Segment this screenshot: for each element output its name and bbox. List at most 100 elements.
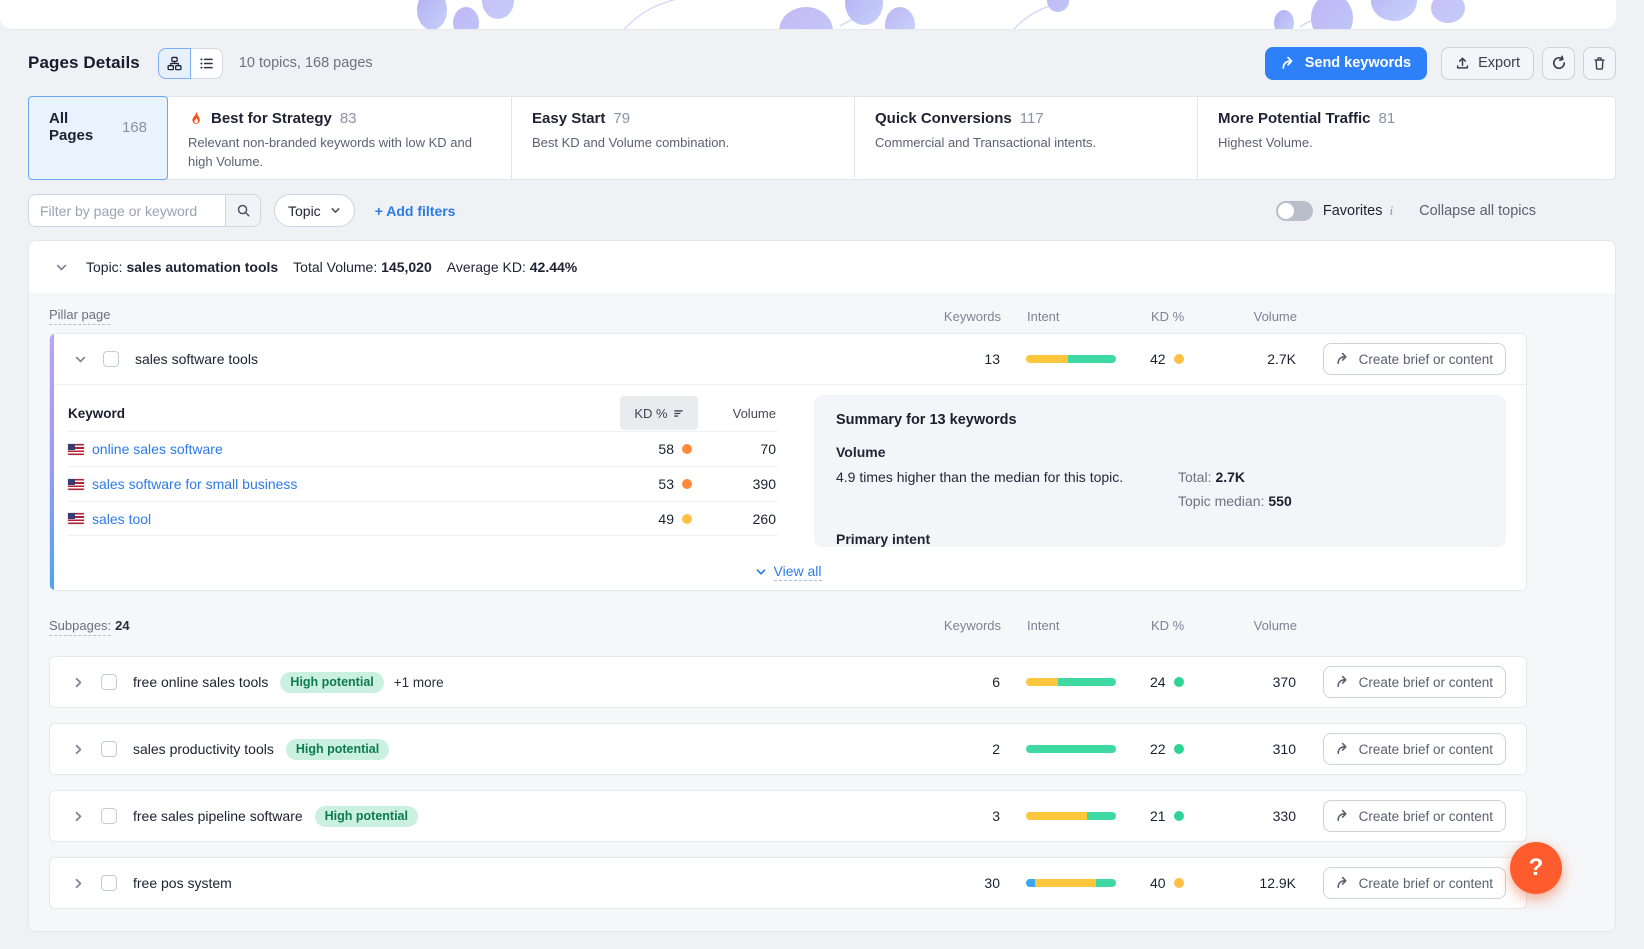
subpage-row: free sales pipeline software High potent… xyxy=(50,791,1526,841)
create-brief-label: Create brief or content xyxy=(1358,808,1493,824)
kd-dot xyxy=(1173,677,1184,687)
collapse-row-chevron-icon[interactable] xyxy=(74,353,87,366)
topic-map-preview xyxy=(0,0,1616,30)
tab-best-for-strategy[interactable]: Best for Strategy 83 Relevant non-brande… xyxy=(167,96,512,180)
kd-dot xyxy=(1173,878,1184,888)
tab-description: Best KD and Volume combination. xyxy=(532,135,730,150)
delete-button[interactable] xyxy=(1583,46,1616,80)
create-brief-button[interactable]: Create brief or content xyxy=(1322,800,1506,832)
intent-column-header: Intent xyxy=(1027,617,1060,633)
kd-sort-header[interactable]: KD % xyxy=(620,396,698,430)
kd-dot xyxy=(1173,744,1184,754)
create-brief-label: Create brief or content xyxy=(1358,674,1493,690)
row-checkbox[interactable] xyxy=(101,741,117,757)
keywords-count: 13 xyxy=(984,351,1000,367)
keyword-header: Keyword xyxy=(68,405,126,421)
list-view-button[interactable] xyxy=(189,47,223,79)
tab-quick-conversions[interactable]: Quick Conversions 117 Commercial and Tra… xyxy=(854,96,1198,180)
pillar-section-header: Pillar page Keywords Intent KD % Volume xyxy=(49,299,1595,333)
filter-bar: Topic + Add filters Favorites i Collapse… xyxy=(28,194,1616,227)
create-brief-label: Create brief or content xyxy=(1358,875,1493,891)
favorites-toggle[interactable] xyxy=(1275,200,1313,221)
send-keywords-label: Send keywords xyxy=(1304,55,1412,71)
subpage-card: sales productivity tools High potential … xyxy=(49,723,1527,775)
expand-row-chevron-icon[interactable] xyxy=(72,810,85,823)
keywords-count: 6 xyxy=(992,674,1000,690)
add-filters-link[interactable]: + Add filters xyxy=(374,202,456,219)
subpage-title[interactable]: free online sales tools xyxy=(133,674,269,690)
refresh-button[interactable] xyxy=(1542,46,1575,80)
topic-filter-label: Topic xyxy=(288,202,321,219)
keyword-link[interactable]: sales software for small business xyxy=(92,476,298,492)
tab-easy-start[interactable]: Easy Start 79 Best KD and Volume combina… xyxy=(511,96,855,180)
tab-count: 168 xyxy=(121,118,147,136)
topic-label: Topic: sales automation tools xyxy=(86,259,279,275)
tab-label: Best for Strategy xyxy=(211,110,332,127)
subpage-title[interactable]: free sales pipeline software xyxy=(133,808,303,824)
volume-header: Volume xyxy=(732,405,776,421)
export-button[interactable]: Export xyxy=(1441,46,1534,80)
expand-row-chevron-icon[interactable] xyxy=(72,877,85,890)
pillar-page-label[interactable]: Pillar page xyxy=(49,307,111,325)
row-checkbox[interactable] xyxy=(103,351,119,367)
kd-dot xyxy=(682,479,692,489)
chevron-down-icon[interactable] xyxy=(55,261,68,274)
row-checkbox[interactable] xyxy=(101,674,117,690)
kd-dot xyxy=(1173,354,1184,364)
tab-label: Easy Start xyxy=(532,110,606,127)
pillar-row: sales software tools 13 42 2.7K Create b… xyxy=(50,334,1526,384)
subpage-row: sales productivity tools High potential … xyxy=(50,724,1526,774)
tab-count: 79 xyxy=(613,110,631,127)
create-brief-button[interactable]: Create brief or content xyxy=(1322,867,1506,899)
intent-bar xyxy=(1026,879,1116,887)
subpage-title[interactable]: free pos system xyxy=(133,875,232,891)
send-keywords-button[interactable]: Send keywords xyxy=(1264,46,1428,80)
row-checkbox[interactable] xyxy=(101,808,117,824)
create-brief-button[interactable]: Create brief or content xyxy=(1322,733,1506,765)
view-all-link[interactable]: View all xyxy=(773,563,822,581)
row-checkbox[interactable] xyxy=(101,875,117,891)
keyword-table: Keyword KD % Volume online sales softwar… xyxy=(68,395,778,554)
tree-view-button[interactable] xyxy=(157,47,191,79)
pillar-page-title[interactable]: sales software tools xyxy=(135,351,258,367)
expand-row-chevron-icon[interactable] xyxy=(72,743,85,756)
primary-intent-label: Primary intent xyxy=(836,531,931,547)
topic-filter-dropdown[interactable]: Topic xyxy=(274,194,355,227)
create-arrow-icon xyxy=(1337,876,1347,888)
summary-total: Total: 2.7K xyxy=(1178,469,1246,485)
search-input[interactable] xyxy=(29,195,225,226)
volume-value: 2.7K xyxy=(1267,351,1296,367)
search-icon xyxy=(237,204,249,217)
topic-header-row[interactable]: Topic: sales automation tools Total Volu… xyxy=(29,241,1615,293)
kd-value: 40 xyxy=(1150,875,1166,891)
header-actions: Send keywords Export xyxy=(1264,46,1616,80)
create-brief-button[interactable]: Create brief or content xyxy=(1322,666,1506,698)
more-badges-link[interactable]: +1 more xyxy=(393,674,444,690)
us-flag-icon xyxy=(68,513,84,524)
intent-bar xyxy=(1026,678,1116,686)
tab-label: All Pages xyxy=(49,110,94,144)
subpage-row: free online sales tools High potential +… xyxy=(50,657,1526,707)
tab-more-potential-traffic[interactable]: More Potential Traffic 81 Highest Volume… xyxy=(1197,96,1616,180)
chevron-down-icon xyxy=(331,208,340,213)
volume-value: 370 xyxy=(1272,674,1296,690)
trash-icon xyxy=(1594,56,1605,70)
keywords-count: 2 xyxy=(992,741,1000,757)
keyword-link[interactable]: online sales software xyxy=(92,441,223,457)
help-button[interactable]: ? xyxy=(1510,842,1562,894)
tab-label: Quick Conversions xyxy=(875,110,1012,127)
volume-value: 12.9K xyxy=(1259,875,1296,891)
intent-bar xyxy=(1026,812,1116,820)
pillar-accent-bar xyxy=(50,334,54,590)
tab-all-pages[interactable]: All Pages 168 xyxy=(28,96,168,180)
expand-row-chevron-icon[interactable] xyxy=(72,676,85,689)
search-button[interactable] xyxy=(225,195,260,226)
average-kd: Average KD: 42.44% xyxy=(446,259,578,275)
subpage-title[interactable]: sales productivity tools xyxy=(133,741,274,757)
tab-description: Relevant non-branded keywords with low K… xyxy=(188,135,472,169)
collapse-all-topics-link[interactable]: Collapse all topics xyxy=(1419,202,1536,219)
keyword-link[interactable]: sales tool xyxy=(92,510,152,527)
info-icon[interactable]: i xyxy=(1389,202,1394,218)
create-brief-button[interactable]: Create brief or content xyxy=(1322,343,1506,375)
kd-value: 22 xyxy=(1150,741,1166,757)
